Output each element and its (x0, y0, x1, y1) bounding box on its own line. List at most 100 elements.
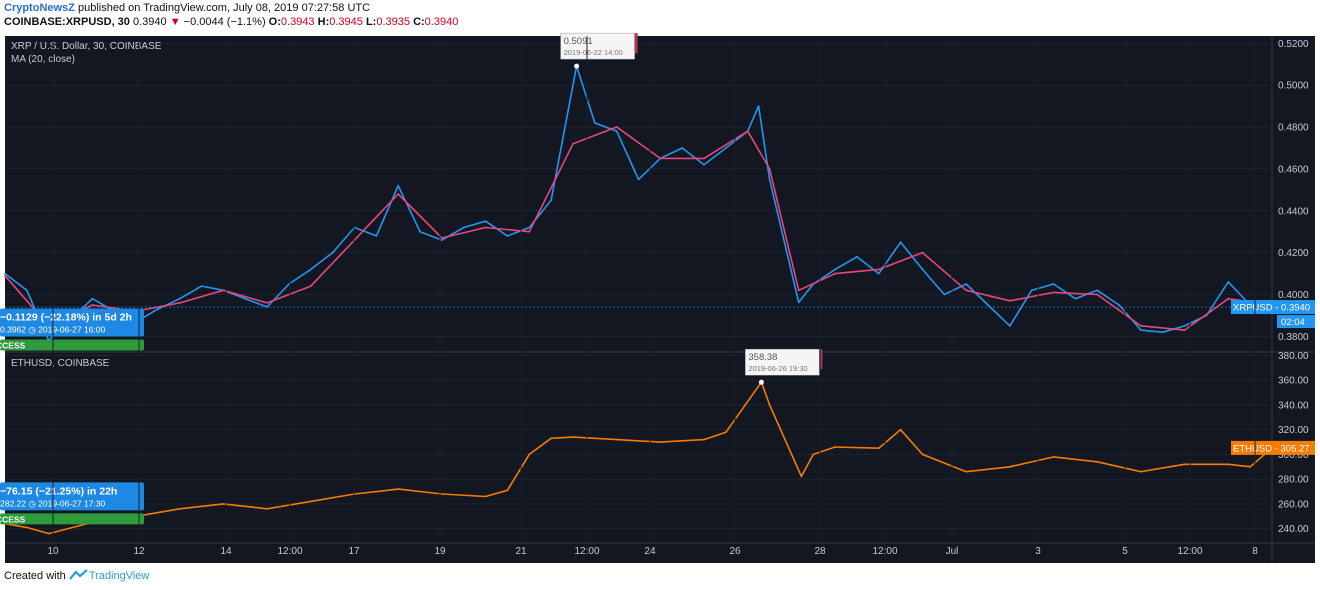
data-point (266, 306, 268, 308)
open-value: 0.3943 (280, 16, 315, 28)
tradingview-link[interactable]: TradingView (88, 570, 150, 582)
x-tick-label: 10 (47, 546, 59, 557)
data-point (550, 437, 552, 440)
data-point (1074, 297, 1077, 300)
start-label-marker (819, 349, 823, 370)
y-tick-label: 320.00 (1278, 425, 1309, 436)
data-point (943, 293, 946, 296)
data-point (1227, 297, 1230, 300)
data-point (528, 226, 531, 229)
x-tick-label: 12:00 (872, 546, 897, 557)
data-point (637, 178, 640, 181)
pane-title: ETHUSD, COINBASE (11, 358, 110, 369)
y-tick-label: 0.4200 (1278, 248, 1309, 259)
end-point (0, 473, 3, 479)
y-tick-label: 0.4400 (1278, 206, 1309, 217)
data-point (659, 441, 662, 443)
data-point (1030, 289, 1033, 292)
high-label: H: (317, 16, 330, 28)
data-point (800, 475, 803, 478)
data-point (1140, 329, 1142, 331)
data-point (1183, 463, 1186, 466)
data-point (921, 268, 924, 271)
data-point (615, 438, 618, 441)
data-point (1227, 281, 1230, 283)
close-label: C: (413, 16, 425, 28)
countdown-tag (1277, 315, 1315, 329)
footer: Created with TradingView (4, 569, 149, 582)
data-point (4, 272, 6, 275)
data-point (309, 500, 312, 503)
countdown-text: 02:04 (1281, 317, 1305, 328)
y-tick-label: 340.00 (1278, 400, 1309, 411)
data-point (1183, 325, 1186, 327)
price-change: −0.0044 (−1.1%) (183, 16, 266, 28)
chart-background (5, 36, 1315, 563)
data-point (593, 122, 596, 124)
low-value: 0.3935 (376, 16, 410, 28)
start-label-marker (634, 33, 638, 54)
data-point (703, 157, 705, 160)
data-point (528, 230, 531, 233)
data-point (1118, 304, 1120, 306)
created-with-text: Created with (4, 570, 66, 582)
data-point (1009, 325, 1011, 327)
data-point (309, 268, 312, 271)
close-value: 0.3940 (424, 16, 459, 28)
data-point (266, 302, 268, 304)
data-point (1096, 289, 1099, 292)
data-point (484, 220, 487, 223)
data-point (441, 239, 443, 242)
data-point (1227, 463, 1230, 466)
data-point (506, 489, 509, 492)
data-point (441, 237, 443, 239)
data-point (572, 436, 574, 438)
x-tick-label: 14 (220, 546, 232, 557)
y-tick-label: 300.00 (1278, 450, 1309, 461)
data-point (462, 226, 465, 229)
data-point (965, 283, 968, 285)
data-point (4, 274, 6, 277)
data-point (1096, 460, 1099, 463)
data-point (484, 226, 487, 229)
data-point (921, 251, 924, 254)
data-point (157, 308, 159, 310)
data-point (331, 251, 334, 254)
data-point (757, 105, 760, 107)
result-change: −0.1129 (−22.18%) in 5d 2h (0, 311, 132, 323)
data-point (25, 289, 28, 292)
y-tick-label: 0.5200 (1278, 39, 1309, 50)
data-point (921, 453, 924, 456)
result-change: −76.15 (−21.25%) in 22h (0, 485, 117, 497)
data-point (703, 163, 705, 166)
price-chart[interactable]: 0.3800 0.4000 0.4200 0.4400 0.4600 0.4800 0.50… (0, 32, 1320, 564)
x-tick-label: 5 (1122, 546, 1128, 557)
data-point (877, 447, 880, 450)
publish-line: CryptoNewsZ published on TradingView.com… (4, 2, 370, 14)
y-tick-label: 0.4800 (1278, 123, 1309, 134)
start-time: 2019-06-22 14:00 (564, 48, 623, 57)
data-point (834, 268, 836, 271)
tradingview-logo-icon (68, 569, 88, 580)
y-tick-label: 0.5000 (1278, 81, 1309, 92)
series-line (4, 65, 1273, 342)
data-point (178, 507, 181, 510)
data-point (506, 235, 509, 237)
success-text: ✔ SUCCESS (0, 340, 26, 350)
data-point (768, 178, 771, 181)
data-point (244, 297, 247, 300)
data-point (834, 446, 836, 448)
published-text: published on TradingView.com, July 08, 2… (74, 2, 371, 14)
data-point (615, 126, 618, 128)
open-label: O: (268, 16, 281, 28)
data-point (375, 235, 378, 237)
x-tick-label: 26 (729, 546, 741, 557)
data-point (899, 241, 902, 244)
success-badge (0, 339, 144, 351)
x-tick-label: 12:00 (277, 546, 302, 557)
data-point (812, 453, 815, 456)
x-tick-label: 12:00 (1177, 546, 1202, 557)
author-link[interactable]: CryptoNewsZ (4, 2, 75, 14)
start-value: 0.5091 (564, 36, 593, 47)
x-tick-label: 24 (644, 546, 656, 557)
